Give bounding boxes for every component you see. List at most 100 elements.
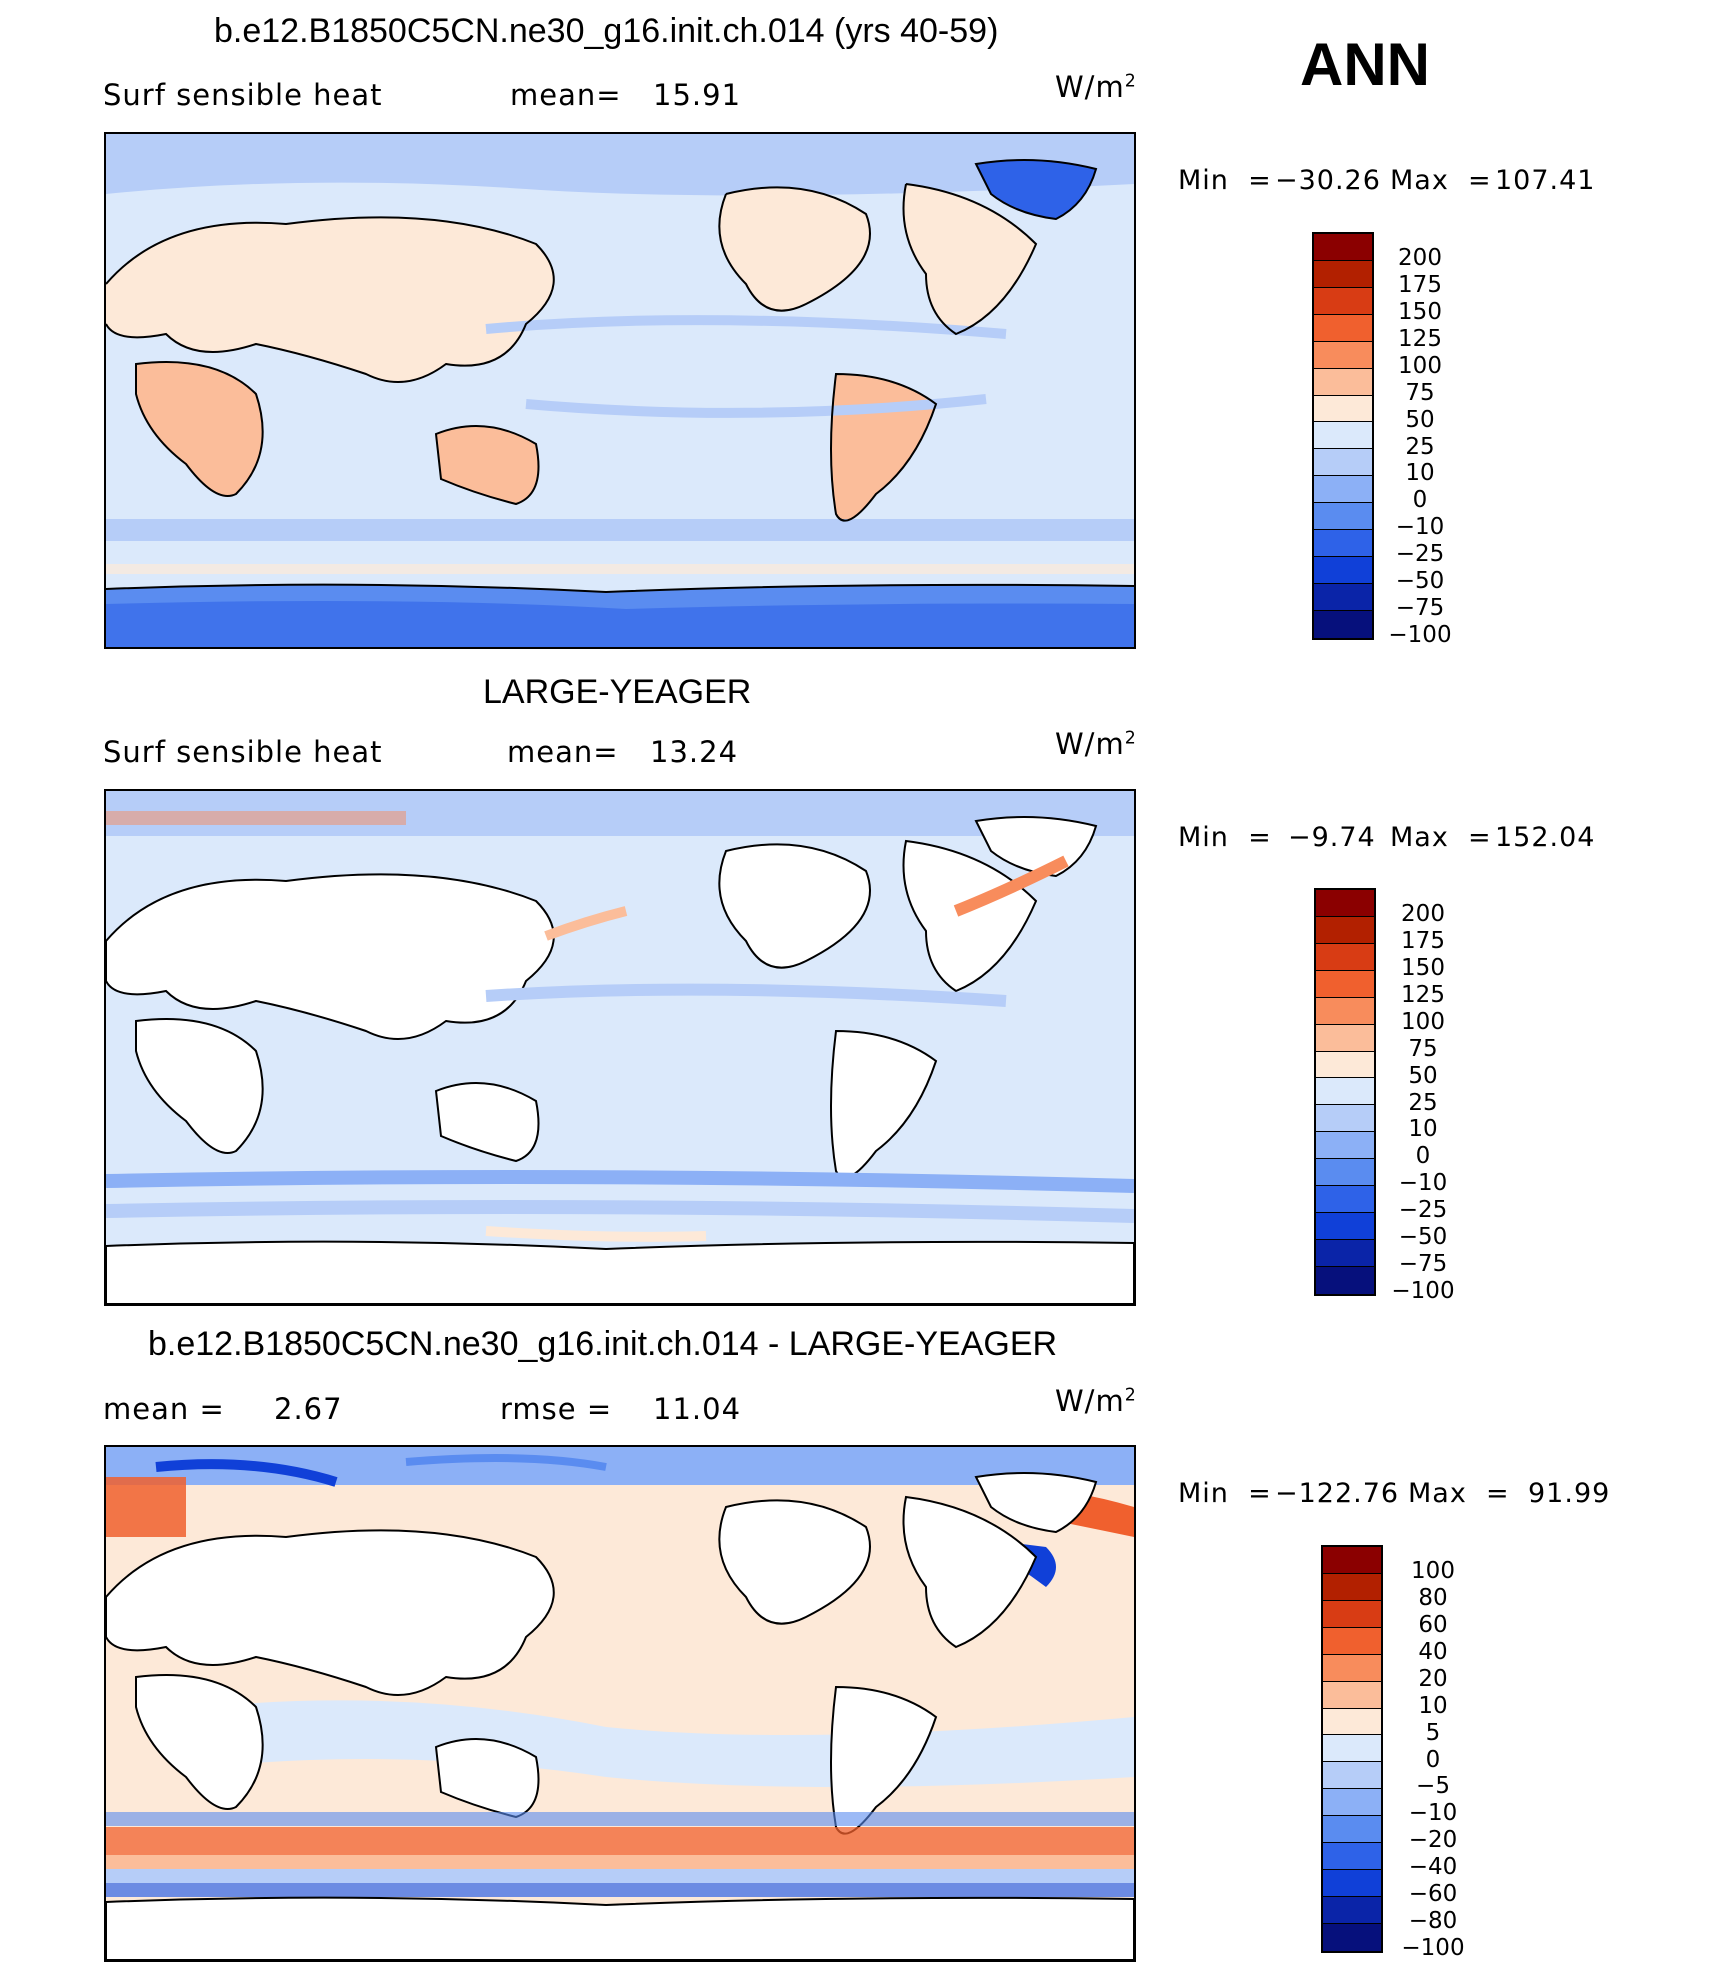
colorbar-segment — [1314, 610, 1372, 638]
colorbar-tick-label: −10 — [1408, 1800, 1458, 1827]
colorbar-segment — [1316, 1266, 1374, 1294]
colorbar-tick-label: −100 — [1391, 1278, 1455, 1305]
colorbar-segment — [1314, 287, 1372, 315]
colorbar-tick-label: 175 — [1398, 271, 1442, 298]
colorbar-tick-label: −100 — [1401, 1935, 1465, 1962]
colorbar-tick-label: 40 — [1418, 1638, 1448, 1665]
panel3-min-value: −122.76 — [1275, 1478, 1400, 1509]
panel1-max-value: 107.41 — [1495, 165, 1596, 196]
panel3-min-label: Min = — [1178, 1478, 1272, 1509]
colorbar-tick-label: 10 — [1408, 1116, 1438, 1143]
colorbar-segment — [1323, 1708, 1381, 1736]
panel3-max-value: 91.99 — [1528, 1478, 1611, 1509]
colorbar-tick-label: −75 — [1395, 595, 1445, 622]
panel2-max-value: 152.04 — [1495, 822, 1596, 853]
colorbar-tick-label: 5 — [1425, 1719, 1441, 1746]
colorbar-segment — [1314, 422, 1372, 450]
panel2-colorbar — [1314, 888, 1376, 1296]
panel3-map — [104, 1445, 1136, 1962]
colorbar-segment — [1316, 1024, 1374, 1052]
colorbar-tick-label: 75 — [1405, 379, 1435, 406]
colorbar-tick-label: −50 — [1395, 568, 1445, 595]
colorbar-tick-label: −20 — [1408, 1827, 1458, 1854]
panel3-mean-value: 2.67 — [274, 1392, 343, 1426]
panel2-min-label: Min = — [1178, 822, 1272, 853]
colorbar-tick-label: 10 — [1405, 460, 1435, 487]
colorbar-tick-label: 200 — [1401, 901, 1445, 927]
colorbar-tick-label: −50 — [1398, 1224, 1448, 1251]
colorbar-segment — [1314, 395, 1372, 423]
colorbar-tick-label: 125 — [1401, 981, 1445, 1008]
panel1-mean-value: 15.91 — [653, 78, 742, 112]
panel1-variable: Surf sensible heat — [103, 78, 383, 112]
colorbar-segment — [1314, 476, 1372, 504]
colorbar-segment — [1314, 314, 1372, 342]
colorbar-segment — [1323, 1762, 1381, 1790]
colorbar-segment — [1316, 1239, 1374, 1267]
colorbar-tick-label: −10 — [1398, 1170, 1448, 1197]
panel1-min-value: −30.26 — [1275, 165, 1381, 196]
panel1-mean-label: mean= — [510, 78, 622, 112]
panel3-units: W/m2 — [1055, 1384, 1137, 1418]
colorbar-segment — [1316, 890, 1374, 917]
colorbar-segment — [1323, 1789, 1381, 1817]
colorbar-segment — [1314, 503, 1372, 531]
colorbar-segment — [1323, 1600, 1381, 1628]
panel1-units: W/m2 — [1055, 70, 1137, 104]
panel2-mean-value: 13.24 — [650, 735, 739, 769]
panel2-units: W/m2 — [1055, 727, 1137, 761]
panel1-max-label: Max = — [1390, 165, 1492, 196]
colorbar-tick-label: −80 — [1408, 1908, 1458, 1935]
panel2-max-label: Max = — [1390, 822, 1492, 853]
colorbar-tick-label: 100 — [1398, 352, 1442, 379]
colorbar-tick-label: 80 — [1418, 1584, 1448, 1611]
colorbar-segment — [1316, 916, 1374, 944]
colorbar-segment — [1323, 1573, 1381, 1601]
colorbar-segment — [1316, 997, 1374, 1025]
colorbar-segment — [1316, 1051, 1374, 1079]
colorbar-tick-label: 125 — [1398, 325, 1442, 352]
colorbar-segment — [1323, 1896, 1381, 1924]
colorbar-tick-label: 50 — [1405, 406, 1435, 433]
panel1-title: b.e12.B1850C5CN.ne30_g16.init.ch.014 (yr… — [214, 12, 999, 50]
panel2-title: LARGE-YEAGER — [483, 673, 752, 711]
panel3-title: b.e12.B1850C5CN.ne30_g16.init.ch.014 - L… — [148, 1325, 1058, 1363]
colorbar-segment — [1314, 341, 1372, 369]
colorbar-tick-label: 10 — [1418, 1692, 1448, 1719]
colorbar-segment — [1316, 1213, 1374, 1240]
panel2-map — [104, 789, 1136, 1306]
colorbar-tick-label: −10 — [1395, 514, 1445, 541]
panel1-map — [104, 132, 1136, 649]
colorbar-segment — [1316, 1186, 1374, 1214]
colorbar-segment — [1316, 943, 1374, 971]
colorbar-segment — [1323, 1547, 1381, 1574]
colorbar-tick-label: 150 — [1401, 954, 1445, 981]
colorbar-tick-label: 50 — [1408, 1062, 1438, 1089]
colorbar-tick-label: 175 — [1401, 927, 1445, 954]
panel2-variable: Surf sensible heat — [103, 735, 383, 769]
colorbar-tick-label: 25 — [1405, 433, 1435, 460]
colorbar-segment — [1316, 1105, 1374, 1133]
colorbar-segment — [1316, 1132, 1374, 1160]
panel3-mean-label: mean = — [103, 1392, 225, 1426]
colorbar-tick-label: 100 — [1401, 1008, 1445, 1035]
colorbar-segment — [1316, 1078, 1374, 1106]
colorbar-tick-label: 75 — [1408, 1035, 1438, 1062]
colorbar-segment — [1316, 1159, 1374, 1187]
colorbar-segment — [1314, 260, 1372, 288]
colorbar-segment — [1323, 1654, 1381, 1682]
colorbar-tick-label: −100 — [1388, 622, 1452, 649]
panel2-mean-label: mean= — [507, 735, 619, 769]
colorbar-segment — [1323, 1816, 1381, 1844]
panel1-colorbar — [1312, 232, 1374, 640]
colorbar-segment — [1314, 449, 1372, 477]
colorbar-segment — [1323, 1735, 1381, 1763]
colorbar-segment — [1323, 1843, 1381, 1871]
colorbar-tick-label: 25 — [1408, 1089, 1438, 1116]
panel3-colorbar — [1321, 1545, 1383, 1953]
colorbar-tick-label: −5 — [1416, 1773, 1450, 1800]
colorbar-tick-label: 0 — [1415, 1143, 1431, 1170]
colorbar-tick-label: −25 — [1395, 541, 1445, 568]
colorbar-tick-label: 60 — [1418, 1611, 1448, 1638]
colorbar-segment — [1314, 234, 1372, 261]
